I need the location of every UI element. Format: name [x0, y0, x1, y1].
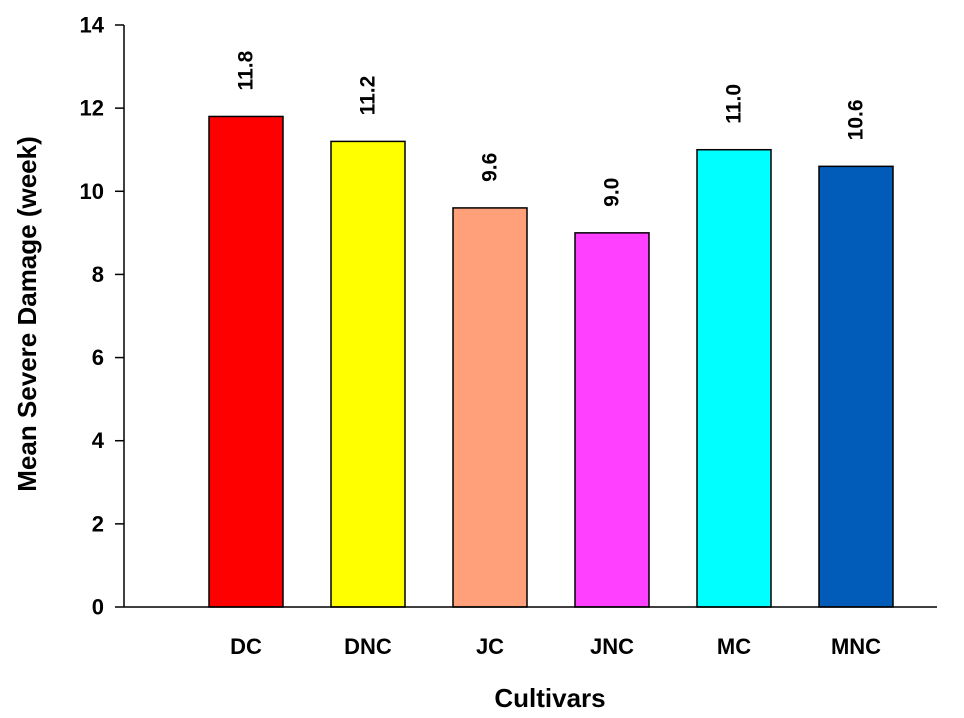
- x-tick-label-jnc: JNC: [590, 634, 634, 659]
- y-tick-label: 8: [92, 262, 104, 287]
- y-tick-label: 0: [92, 595, 104, 620]
- y-tick-label: 4: [92, 428, 105, 453]
- value-label-mnc: 10.6: [845, 99, 868, 140]
- value-label-jc: 9.6: [479, 153, 502, 182]
- bar-dnc: [330, 140, 406, 608]
- value-label-dc: 11.8: [235, 50, 258, 90]
- y-tick-label: 6: [92, 345, 104, 370]
- y-axis-title: Mean Severe Damage (week): [12, 136, 42, 492]
- x-axis-title: Cultivars: [494, 683, 605, 713]
- x-tick-label-dnc: DNC: [344, 634, 392, 659]
- y-tick-label: 2: [92, 511, 104, 536]
- x-tick-label-mnc: MNC: [831, 634, 881, 659]
- value-label-dnc: 11.2: [357, 76, 380, 116]
- value-label-mc: 11.0: [723, 84, 746, 124]
- y-tick-label: 12: [80, 96, 104, 121]
- value-label-jnc: 9.0: [601, 178, 624, 207]
- y-tick-label: 10: [80, 179, 104, 204]
- bar-dc: [208, 115, 284, 608]
- y-tick-label: 14: [80, 13, 105, 38]
- bar-mnc: [818, 165, 894, 608]
- bar-mc: [696, 148, 772, 608]
- x-tick-label-mc: MC: [717, 634, 751, 659]
- bar-jnc: [574, 232, 650, 608]
- bar-jc: [452, 207, 528, 608]
- plot-area: 11.8 DC 11.2 DNC 9.6 JC 9.0 JNC 11.0 MC 10.6 MNC 0 2 4…: [80, 13, 937, 659]
- x-tick-label-dc: DC: [230, 634, 262, 659]
- x-tick-label-jc: JC: [476, 634, 504, 659]
